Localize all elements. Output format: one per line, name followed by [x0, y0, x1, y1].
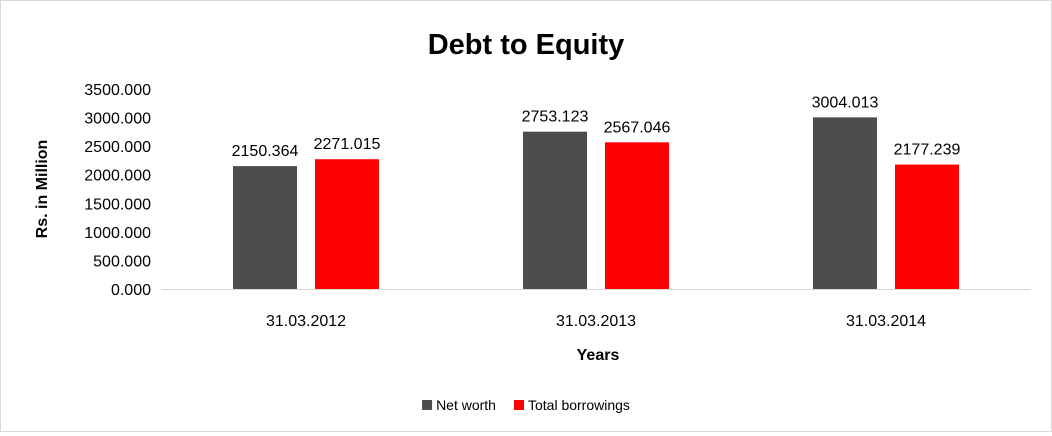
x-tick-label: 31.03.2014 [846, 313, 926, 330]
bar-net-worth-1 [233, 166, 297, 289]
x-axis-title: Years [577, 347, 620, 364]
x-axis-ticks: 31.03.2012 31.03.2013 31.03.2014 [266, 313, 926, 330]
legend-item: Total borrowings [513, 397, 630, 413]
data-label: 2177.239 [894, 142, 961, 159]
legend-label: Net worth [436, 397, 496, 413]
bars: 2150.364 2271.015 2753.123 2567.046 3004.013… [232, 94, 961, 289]
chart-title: Debt to Equity [428, 29, 625, 61]
y-tick-label: 0.000 [111, 282, 151, 299]
legend-item: Net worth [422, 397, 496, 413]
bar-total-borrowings-2 [605, 142, 669, 289]
y-tick-label: 1000.000 [84, 225, 151, 242]
legend-swatch [513, 400, 524, 410]
data-label: 2567.046 [604, 119, 671, 136]
x-tick-label: 31.03.2013 [556, 313, 636, 330]
bar-total-borrowings-3 [895, 164, 959, 289]
y-tick-label: 3500.000 [84, 82, 151, 99]
legend-swatch [422, 400, 433, 410]
y-tick-label: 500.000 [93, 253, 151, 270]
legend-label: Total borrowings [528, 397, 630, 413]
data-label: 2271.015 [314, 136, 381, 153]
y-axis-title: Rs. in Million [34, 140, 51, 239]
data-label: 2150.364 [232, 143, 299, 160]
bar-net-worth-3 [813, 117, 877, 289]
x-tick-label: 31.03.2012 [266, 313, 346, 330]
legend: Net worth Total borrowings [422, 397, 630, 413]
y-tick-label: 1500.000 [84, 196, 151, 213]
bar-net-worth-2 [523, 131, 587, 289]
data-label: 2753.123 [522, 109, 589, 126]
bar-total-borrowings-1 [315, 159, 379, 289]
y-tick-label: 2500.000 [84, 139, 151, 156]
y-axis-ticks: 0.000 500.000 1000.000 1500.000 2000.000 2500… [84, 82, 151, 299]
data-label: 3004.013 [812, 94, 879, 111]
y-tick-label: 3000.000 [84, 111, 151, 128]
y-tick-label: 2000.000 [84, 168, 151, 185]
